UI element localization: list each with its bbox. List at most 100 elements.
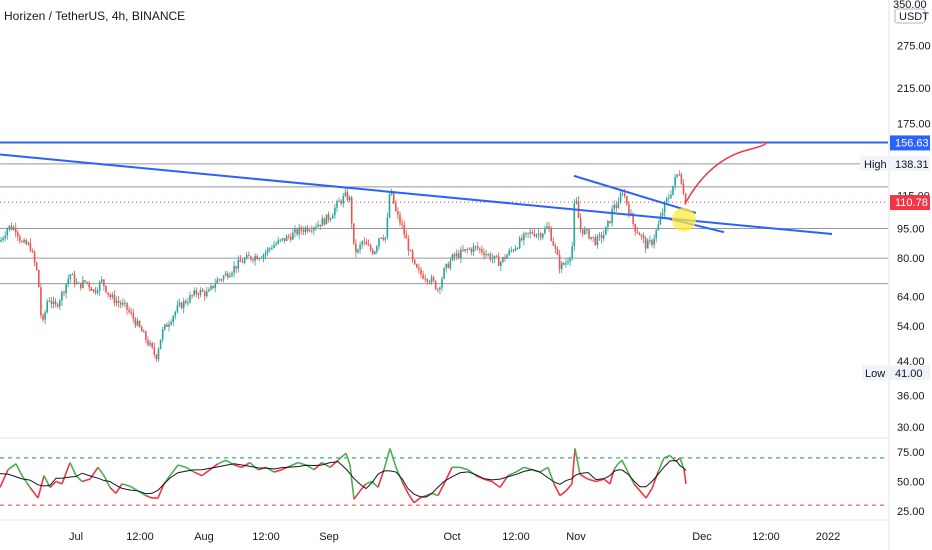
candle-body bbox=[684, 193, 687, 205]
candle-body bbox=[80, 282, 82, 288]
candle-body bbox=[233, 265, 235, 273]
candle-body bbox=[61, 292, 63, 301]
rsi-segment bbox=[201, 469, 211, 477]
candle-body bbox=[382, 237, 384, 240]
candle-body bbox=[283, 238, 286, 241]
candle-body bbox=[367, 244, 370, 246]
candle-body bbox=[487, 254, 489, 256]
candle-body bbox=[107, 292, 109, 295]
candle-body bbox=[29, 242, 32, 251]
rsi-segment bbox=[617, 459, 623, 465]
projection-curve bbox=[685, 141, 767, 203]
candle-body bbox=[548, 226, 550, 230]
candle-body bbox=[279, 239, 282, 241]
candle-body bbox=[388, 194, 391, 218]
candle-body bbox=[94, 289, 97, 293]
candle-body bbox=[340, 200, 342, 204]
candle-body bbox=[392, 191, 395, 204]
candle-body bbox=[77, 282, 80, 284]
rsi-segment bbox=[389, 448, 397, 468]
candle-body bbox=[227, 273, 229, 278]
candle-body bbox=[510, 250, 513, 252]
candle-body bbox=[476, 246, 479, 249]
candle-body bbox=[269, 248, 271, 250]
candle-body bbox=[642, 235, 645, 239]
candle-body bbox=[300, 227, 303, 231]
candle-body bbox=[380, 237, 382, 239]
candle-body bbox=[151, 342, 153, 348]
candle-body bbox=[619, 193, 622, 203]
candle-body bbox=[38, 269, 40, 288]
candle-body bbox=[630, 213, 632, 215]
candle-body bbox=[523, 233, 525, 241]
trendline bbox=[0, 153, 833, 236]
price-tick-label: 175.00 bbox=[897, 118, 931, 130]
candle-body bbox=[571, 246, 573, 258]
candle-body bbox=[136, 320, 139, 326]
candle-body bbox=[338, 200, 340, 202]
candle-body bbox=[67, 278, 69, 285]
candle-body bbox=[623, 193, 626, 197]
candle-body bbox=[371, 249, 374, 254]
candle-body bbox=[224, 273, 227, 276]
candle-body bbox=[92, 289, 95, 291]
rsi-segment bbox=[587, 478, 597, 483]
candle-body bbox=[145, 331, 147, 340]
candle-body bbox=[256, 255, 258, 260]
rsi-segment bbox=[539, 466, 549, 473]
candle-body bbox=[558, 254, 561, 269]
high-value-box bbox=[890, 155, 930, 171]
rsi-segment bbox=[377, 469, 385, 488]
rsi-segment bbox=[413, 497, 421, 504]
candle-body bbox=[346, 192, 349, 201]
candle-body bbox=[214, 283, 216, 288]
candle-body bbox=[527, 232, 529, 234]
candle-body bbox=[126, 302, 128, 310]
candle-body bbox=[44, 312, 46, 320]
candle-body bbox=[336, 201, 338, 208]
price-axis[interactable]: 350.00275.00215.00175.00115.0095.0080.00… bbox=[860, 0, 931, 518]
candle-body bbox=[203, 291, 206, 297]
unit-tag bbox=[894, 8, 926, 24]
candle-body bbox=[588, 229, 590, 239]
candle-body bbox=[319, 224, 321, 227]
candle-body bbox=[56, 304, 59, 307]
rsi-segment bbox=[523, 466, 533, 471]
candle-body bbox=[460, 249, 462, 259]
candle-body bbox=[180, 302, 183, 309]
candle-body bbox=[19, 236, 21, 242]
candle-body bbox=[542, 233, 544, 238]
candle-body bbox=[670, 194, 672, 198]
candle-body bbox=[430, 277, 433, 283]
candle-body bbox=[437, 289, 439, 291]
time-tick-label: Nov bbox=[566, 531, 586, 543]
rsi-segment bbox=[273, 468, 283, 473]
candle-body bbox=[353, 223, 355, 244]
candle-body bbox=[413, 259, 416, 265]
candle-body bbox=[294, 229, 296, 233]
candle-body bbox=[512, 250, 515, 252]
time-axis[interactable]: Jul 12:00 Aug 12:00 Sep Oct 12:00 Nov Dec 12:00 20… bbox=[69, 531, 840, 543]
high-value: 138.31 bbox=[895, 159, 929, 171]
candle-body bbox=[210, 285, 212, 290]
candle-body bbox=[466, 249, 468, 251]
candle-body bbox=[250, 256, 252, 260]
candle-body bbox=[239, 259, 242, 262]
candle-body bbox=[302, 230, 305, 232]
price-tick-label: 80.00 bbox=[897, 253, 925, 265]
rsi-tick-label: 25.00 bbox=[897, 506, 925, 518]
candle-body bbox=[17, 232, 19, 237]
candle-body bbox=[134, 318, 137, 326]
rsi-segment bbox=[491, 480, 501, 489]
rsi-segment bbox=[565, 483, 573, 492]
rsi-segment bbox=[633, 483, 641, 492]
candle-body bbox=[342, 196, 345, 204]
candle-body bbox=[420, 269, 422, 275]
candle-body bbox=[598, 234, 601, 237]
low-value-box bbox=[890, 365, 930, 381]
candle-body bbox=[285, 235, 288, 241]
price-tick-label: 275.00 bbox=[897, 41, 931, 53]
grid-layer bbox=[0, 0, 890, 550]
candle-body bbox=[491, 258, 494, 260]
